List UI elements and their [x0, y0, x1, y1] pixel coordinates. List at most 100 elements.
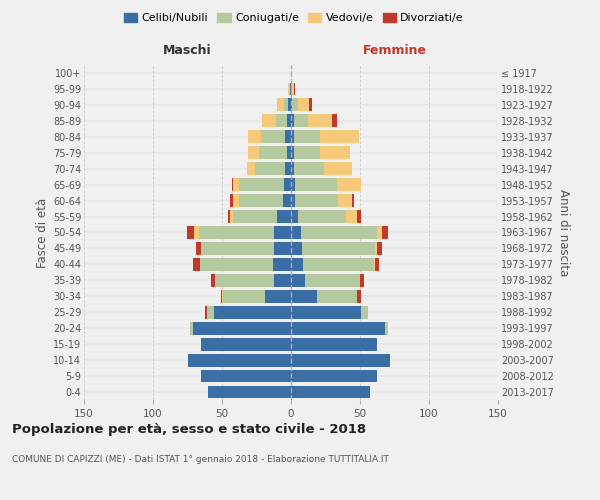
Bar — [291, 306, 361, 318]
Bar — [187, 226, 194, 239]
Bar — [357, 210, 361, 223]
Bar — [227, 210, 230, 223]
Bar — [194, 226, 199, 239]
Bar — [288, 98, 291, 112]
Bar — [283, 194, 291, 207]
Bar — [294, 130, 320, 143]
Bar — [292, 82, 294, 96]
Bar — [320, 146, 350, 159]
Bar — [284, 98, 288, 112]
Bar — [259, 146, 287, 159]
Y-axis label: Fasce di età: Fasce di età — [35, 198, 49, 268]
Bar — [294, 162, 324, 175]
Legend: Celibi/Nubili, Coniugati/e, Vedovi/e, Divorziati/e: Celibi/Nubili, Coniugati/e, Vedovi/e, Di… — [119, 8, 469, 28]
Bar — [382, 226, 388, 239]
Bar — [200, 258, 273, 271]
Bar — [291, 130, 294, 143]
Bar — [199, 226, 274, 239]
Bar — [291, 386, 370, 398]
Bar — [273, 258, 291, 271]
Bar — [291, 210, 298, 223]
Bar — [239, 194, 283, 207]
Bar — [301, 226, 377, 239]
Text: COMUNE DI CAPIZZI (ME) - Dati ISTAT 1° gennaio 2018 - Elaborazione TUTTITALIA.IT: COMUNE DI CAPIZZI (ME) - Dati ISTAT 1° g… — [12, 455, 389, 464]
Bar — [215, 274, 274, 286]
Bar — [208, 386, 291, 398]
Bar — [295, 178, 337, 191]
Bar — [274, 242, 291, 255]
Bar — [291, 354, 391, 366]
Text: Maschi: Maschi — [163, 44, 212, 57]
Bar — [346, 210, 357, 223]
Bar — [291, 338, 377, 350]
Bar — [291, 82, 292, 96]
Bar — [291, 274, 305, 286]
Bar — [274, 274, 291, 286]
Bar — [202, 338, 291, 350]
Bar — [320, 130, 359, 143]
Bar — [290, 82, 291, 96]
Bar — [298, 98, 309, 112]
Text: Femmine: Femmine — [362, 44, 427, 57]
Bar — [277, 98, 284, 112]
Bar — [309, 98, 312, 112]
Bar — [202, 370, 291, 382]
Bar — [324, 162, 352, 175]
Bar — [233, 178, 239, 191]
Bar — [239, 178, 284, 191]
Bar — [193, 258, 200, 271]
Bar — [232, 178, 233, 191]
Bar — [385, 322, 388, 334]
Bar — [284, 178, 291, 191]
Bar — [291, 114, 294, 127]
Bar — [288, 82, 290, 96]
Bar — [193, 322, 291, 334]
Bar — [294, 114, 308, 127]
Bar — [360, 274, 364, 286]
Text: Popolazione per età, sesso e stato civile - 2018: Popolazione per età, sesso e stato civil… — [12, 422, 366, 436]
Bar — [377, 226, 382, 239]
Bar — [262, 114, 276, 127]
Bar — [291, 178, 295, 191]
Bar — [233, 194, 239, 207]
Bar — [255, 162, 286, 175]
Bar — [222, 290, 223, 302]
Bar — [287, 114, 291, 127]
Bar — [291, 370, 377, 382]
Bar — [207, 306, 214, 318]
Bar — [230, 194, 233, 207]
Bar — [265, 290, 291, 302]
Bar — [233, 210, 277, 223]
Bar — [294, 82, 295, 96]
Bar — [248, 146, 259, 159]
Bar — [202, 242, 274, 255]
Bar — [337, 178, 361, 191]
Bar — [291, 242, 302, 255]
Bar — [291, 258, 304, 271]
Bar — [276, 114, 287, 127]
Bar — [338, 194, 352, 207]
Bar — [248, 130, 260, 143]
Bar — [291, 226, 301, 239]
Bar — [190, 322, 193, 334]
Bar — [317, 290, 357, 302]
Bar — [291, 146, 294, 159]
Bar — [375, 258, 379, 271]
Bar — [375, 242, 377, 255]
Bar — [214, 306, 291, 318]
Bar — [352, 194, 355, 207]
Bar — [230, 210, 233, 223]
Bar — [291, 98, 292, 112]
Bar — [332, 114, 337, 127]
Bar — [298, 210, 346, 223]
Bar — [277, 210, 291, 223]
Bar — [286, 130, 291, 143]
Bar — [211, 274, 215, 286]
Bar — [187, 354, 291, 366]
Bar — [221, 290, 222, 302]
Bar — [361, 306, 368, 318]
Bar — [291, 322, 385, 334]
Bar — [260, 130, 286, 143]
Bar — [286, 162, 291, 175]
Bar — [291, 290, 317, 302]
